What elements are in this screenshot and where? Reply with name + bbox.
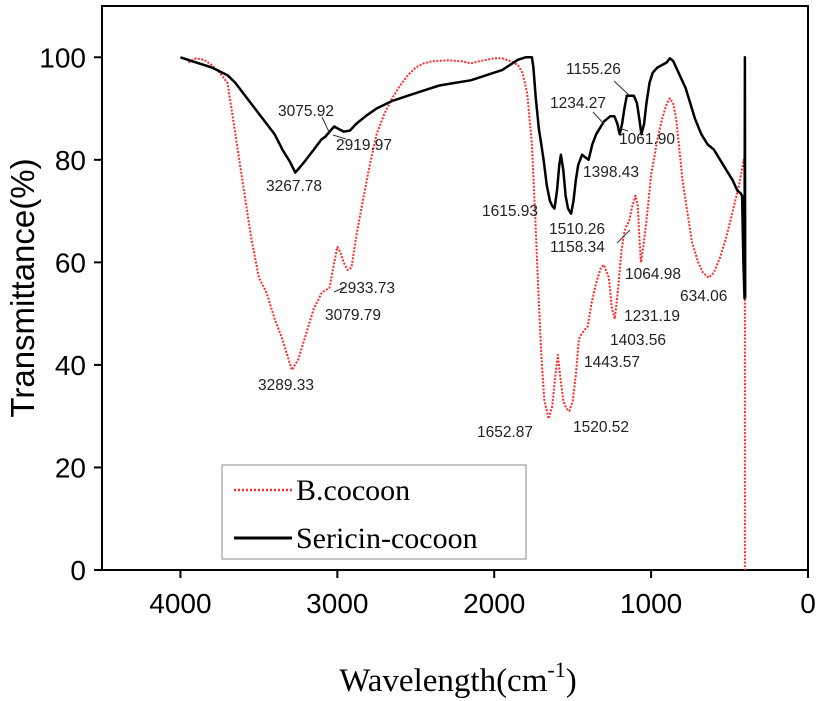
peak-label-2920: 2919.97 [336,137,392,154]
peak-label-1653: 1652.87 [477,424,533,441]
legend-label-b-cocoon: B.cocoon [296,474,410,507]
leader-1062 [617,127,629,132]
peak-label-1065: 1064.98 [625,266,681,283]
leader-2920 [332,134,347,140]
y-axis-ticks: 0 20 40 60 80 100 [39,42,102,586]
x-tick-label-1000: 1000 [620,588,682,619]
leader-3075 [321,116,331,135]
peak-label-2934: 2933.73 [339,280,395,297]
x-tick-label-2000: 2000 [463,588,525,619]
peak-label-1231: 1231.19 [624,308,680,325]
x-axis-title-superscript: -1 [547,657,565,682]
leader-1158 [616,229,631,244]
peak-label-1158: 1158.34 [550,239,605,256]
x-tick-label-3000: 3000 [306,588,368,619]
leader-2934 [333,286,346,293]
legend: B.cocoon Sericin-cocoon [221,464,527,560]
leader-1155 [613,80,630,96]
x-tick-label-0: 0 [800,588,816,619]
peak-label-1155: 1155.26 [566,61,621,78]
peak-label-1616: 1615.93 [482,203,538,220]
peak-label-1062: 1061.90 [619,131,675,148]
peak-label-1404: 1403.56 [610,332,666,349]
leader-1234 [592,111,605,125]
peak-label-3289: 3289.33 [258,377,314,394]
y-tick-label-80: 80 [55,145,86,176]
peak-label-3075: 3075.92 [278,103,334,120]
y-tick-label-0: 0 [70,555,86,586]
x-tick-label-4000: 4000 [149,588,211,619]
y-tick-label-60: 60 [55,247,86,278]
peak-label-634: 634.06 [680,288,727,305]
series-line-sericin-cocoon [180,56,747,300]
x-axis-title: Wavelength(cm-1) [339,657,576,699]
leader-lines [321,80,631,293]
y-tick-label-40: 40 [55,350,86,381]
legend-label-sericin-cocoon: Sericin-cocoon [296,522,478,555]
peak-label-3268: 3267.78 [266,178,322,195]
y-axis-title: Transmittance(%) [4,158,41,417]
peak-label-1234: 1234.27 [550,95,606,112]
x-axis-title-main: Wavelength(cm [339,663,547,699]
x-axis-title-suffix: ) [566,663,577,699]
peak-labels: 3075.92 2919.97 3267.78 1615.93 1510.26 … [258,61,727,441]
legend-box [221,464,527,560]
peak-label-1444: 1443.57 [584,354,640,371]
series-layer [180,56,747,570]
y-tick-label-100: 100 [39,42,86,73]
peak-label-1521: 1520.52 [573,419,629,436]
x-axis-ticks: 4000 3000 2000 1000 0 [149,570,816,619]
peak-label-1510: 1510.26 [549,221,605,238]
series-line-b-cocoon [187,57,746,570]
plot-frame [101,5,809,571]
peak-label-3080: 3079.79 [325,307,381,324]
peak-label-1398: 1398.43 [583,164,639,181]
y-tick-label-20: 20 [55,452,86,483]
